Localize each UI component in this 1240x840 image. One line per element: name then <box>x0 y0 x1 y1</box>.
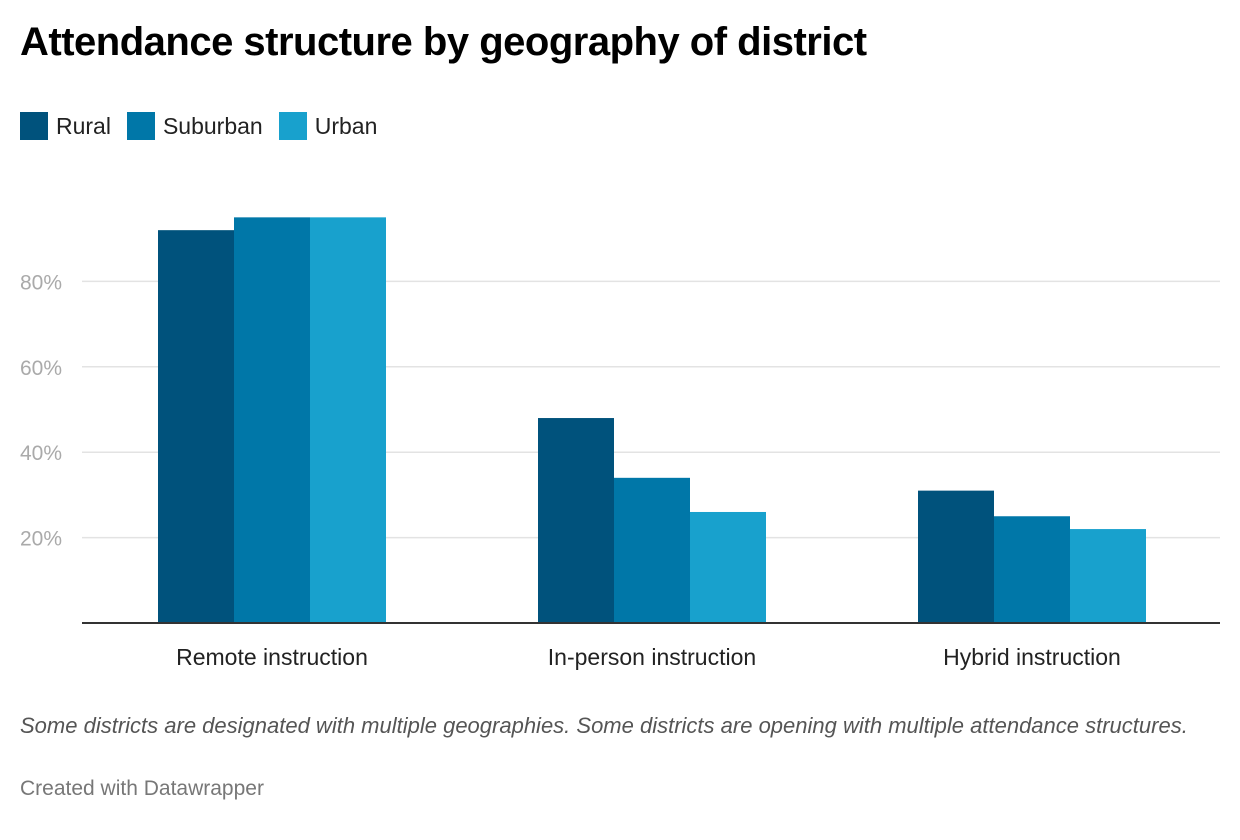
bar-urban-2 <box>690 511 766 623</box>
chart-credit: Created with Datawrapper <box>20 777 264 800</box>
legend: Rural Suburban Urban <box>20 112 393 140</box>
bar-urban-3 <box>1070 529 1146 623</box>
legend-label: Rural <box>56 112 111 139</box>
legend-item-urban: Urban <box>278 112 378 140</box>
bar-rural-3 <box>918 490 994 623</box>
legend-swatch <box>20 112 48 140</box>
x-category-label: Remote instruction <box>176 644 368 670</box>
chart-title: Attendance structure by geography of dis… <box>20 20 867 64</box>
y-tick-label: 60% <box>20 357 62 380</box>
legend-item-suburban: Suburban <box>126 112 263 140</box>
bar-suburban-3 <box>994 516 1070 623</box>
y-tick-label: 80% <box>20 271 62 294</box>
y-tick-label: 20% <box>20 528 62 551</box>
bar-rural-2 <box>538 418 614 623</box>
bar-chart: 20% 40% 60% 80% Remote instruction In-person … <box>20 217 1220 670</box>
chart-notes: Some districts are designated with multi… <box>20 713 1188 738</box>
legend-label: Urban <box>314 112 378 139</box>
bar-urban-1 <box>310 217 386 623</box>
bar-suburban-2 <box>614 477 690 623</box>
legend-swatch <box>126 112 155 140</box>
legend-label: Suburban <box>162 112 263 139</box>
x-category-label: In-person instruction <box>548 644 756 670</box>
bar-suburban-1 <box>234 217 310 623</box>
x-category-label: Hybrid instruction <box>943 644 1121 670</box>
y-tick-label: 40% <box>20 442 62 465</box>
bar-rural-1 <box>158 230 234 623</box>
legend-item-rural: Rural <box>20 112 111 140</box>
legend-swatch <box>278 112 307 140</box>
